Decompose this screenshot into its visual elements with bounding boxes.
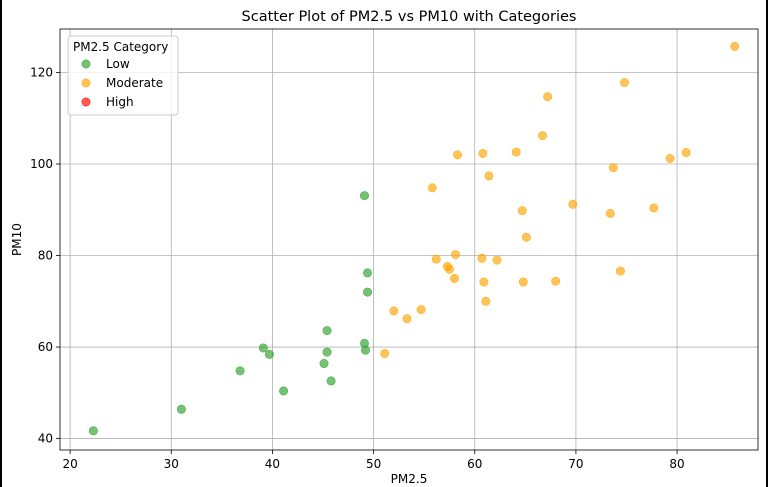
point-moderate	[453, 150, 463, 160]
point-moderate	[451, 250, 461, 260]
point-moderate	[521, 232, 531, 242]
y-tick-label: 60	[38, 340, 53, 354]
point-moderate	[389, 306, 399, 316]
y-tick-label: 40	[38, 432, 53, 446]
legend-box	[67, 35, 179, 116]
legend-label-high: High	[106, 95, 134, 109]
x-axis-label: PM2.5	[391, 472, 428, 486]
point-moderate	[538, 131, 548, 141]
y-tick-label: 120	[30, 65, 53, 79]
chart-title: Scatter Plot of PM2.5 vs PM10 with Categ…	[242, 9, 577, 25]
x-tick-label: 40	[265, 457, 280, 471]
x-tick-label: 80	[669, 457, 684, 471]
point-low	[258, 343, 268, 353]
grid	[60, 29, 758, 450]
axis-ticks: 20 30 40 50 60 70 80 40 60 80 100 120	[30, 65, 685, 471]
point-moderate	[730, 41, 740, 51]
x-tick-label: 70	[568, 457, 583, 471]
point-moderate	[492, 255, 502, 265]
point-low	[176, 404, 186, 414]
plot-area-frame	[59, 28, 759, 451]
point-moderate	[665, 154, 675, 164]
point-low	[363, 287, 373, 297]
point-moderate	[481, 296, 491, 306]
point-low	[319, 359, 329, 369]
point-low	[322, 347, 332, 357]
point-moderate	[478, 148, 488, 158]
point-low	[322, 326, 332, 336]
point-moderate	[551, 276, 561, 286]
legend-entries: Low Moderate High	[81, 57, 163, 109]
point-moderate	[444, 264, 454, 274]
screenshot-edge-left	[0, 0, 2, 487]
point-moderate	[605, 208, 615, 218]
point-moderate	[619, 78, 629, 88]
point-moderate	[431, 254, 441, 264]
y-tick-label: 100	[30, 157, 53, 171]
legend: PM2.5 Category Low Moderate High	[67, 35, 179, 116]
legend-label-moderate: Moderate	[106, 76, 163, 90]
y-tick-label: 80	[38, 249, 53, 263]
point-moderate	[416, 305, 426, 315]
point-moderate	[543, 92, 553, 102]
point-low	[363, 268, 373, 278]
data-points	[88, 41, 740, 436]
point-moderate	[608, 163, 618, 173]
point-moderate	[450, 273, 460, 283]
point-low	[88, 426, 98, 436]
point-low	[326, 376, 336, 386]
screenshot-edge-right	[766, 0, 768, 487]
point-moderate	[427, 183, 437, 193]
point-low	[359, 191, 369, 201]
point-low	[235, 366, 245, 376]
point-moderate	[511, 147, 521, 157]
point-low	[361, 345, 371, 355]
point-moderate	[380, 348, 390, 358]
point-low	[279, 386, 289, 396]
point-moderate	[402, 314, 412, 324]
x-tick-label: 20	[62, 457, 77, 471]
legend-label-low: Low	[106, 57, 130, 71]
point-moderate	[568, 199, 578, 209]
x-tick-label: 50	[366, 457, 381, 471]
legend-marker-low	[81, 59, 91, 69]
point-moderate	[479, 277, 489, 287]
point-moderate	[649, 203, 659, 213]
legend-title: PM2.5 Category	[73, 40, 168, 54]
x-tick-label: 60	[467, 457, 482, 471]
point-moderate	[477, 253, 487, 263]
point-moderate	[681, 148, 691, 158]
y-axis-label: PM10	[10, 223, 24, 256]
legend-marker-high	[81, 97, 91, 107]
point-moderate	[517, 206, 527, 216]
legend-marker-moderate	[81, 78, 91, 88]
point-low	[264, 349, 274, 359]
point-moderate	[484, 171, 494, 181]
x-tick-label: 30	[164, 457, 179, 471]
point-moderate	[518, 277, 528, 287]
point-moderate	[615, 266, 625, 276]
